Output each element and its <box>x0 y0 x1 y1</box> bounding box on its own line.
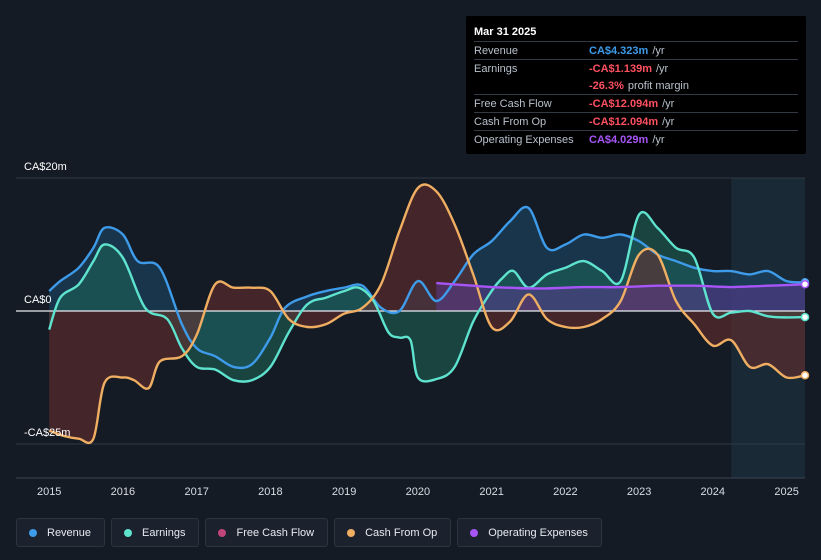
tooltip-label: Earnings <box>474 62 518 75</box>
cash-from-op-area <box>49 184 805 443</box>
x-tick-label: 2023 <box>627 486 651 498</box>
tooltip-value: -CA$12.094m <box>589 97 659 110</box>
x-tick-label: 2020 <box>406 486 430 498</box>
tooltip-row-operating-expenses: Operating Expenses CA$4.029m /yr <box>474 130 798 148</box>
tooltip-row-earnings: Earnings -CA$1.139m /yr <box>474 59 798 77</box>
tooltip-row-free-cash-flow: Free Cash Flow -CA$12.094m /yr <box>474 94 798 112</box>
tooltip-unit: profit margin <box>627 79 689 92</box>
tooltip-value: -26.3% <box>589 79 624 92</box>
x-tick-label: 2017 <box>184 486 208 498</box>
cash-from-op-endpoint <box>800 371 810 380</box>
legend-label: Earnings <box>142 526 186 539</box>
tooltip-label: Revenue <box>474 44 519 57</box>
x-tick-label: 2021 <box>479 486 503 498</box>
legend-item-free-cash-flow[interactable]: Free Cash Flow <box>205 518 329 547</box>
x-tick-label: 2019 <box>332 486 356 498</box>
x-tick-label: 2016 <box>111 486 135 498</box>
tooltip-value: -CA$1.139m <box>589 62 652 75</box>
chart-canvas: CA$20m CA$0 -CA$25m 2015 2016 2017 2018 2019 20… <box>16 161 810 498</box>
legend-dot-icon <box>124 528 133 537</box>
tooltip-value: CA$4.029m <box>589 133 649 146</box>
tooltip-row-cash-from-op: Cash From Op -CA$12.094m /yr <box>474 112 798 130</box>
tooltip-label: Free Cash Flow <box>474 97 552 110</box>
legend-dot-icon <box>470 528 479 537</box>
legend-label: Free Cash Flow <box>236 526 315 539</box>
earnings-endpoint <box>800 312 810 322</box>
legend-item-cash-from-op[interactable]: Cash From Op <box>334 518 452 547</box>
earnings-area <box>49 212 805 382</box>
operating-expenses-endpoint <box>800 279 810 289</box>
tooltip-unit: /yr <box>662 115 675 128</box>
operating-expenses-area <box>436 283 805 311</box>
legend-dot-icon <box>347 528 356 537</box>
earnings-line <box>48 210 806 383</box>
y-tick-label: CA$20m <box>24 161 67 173</box>
tooltip-unit: /yr <box>652 133 665 146</box>
legend-dot-icon <box>218 528 227 537</box>
tooltip-unit: /yr <box>655 62 669 75</box>
legend-dot-icon <box>29 528 37 537</box>
x-tick-label: 2022 <box>553 486 577 498</box>
revenue-line <box>48 205 806 370</box>
operating-expenses-line <box>436 281 806 290</box>
legend-item-earnings[interactable]: Earnings <box>111 518 200 547</box>
y-tick-label: CA$0 <box>24 294 52 306</box>
tooltip-row-revenue: Revenue CA$4.323m /yr <box>474 41 798 59</box>
x-tick-label: 2024 <box>701 486 725 498</box>
tooltip-panel: Mar 31 2025 Revenue CA$4.323m /yr Earnin… <box>466 16 806 154</box>
tooltip-label: Operating Expenses <box>474 133 574 146</box>
legend-label: Operating Expenses <box>488 526 588 539</box>
x-tick-label: 2015 <box>37 486 61 498</box>
legend-label: Cash From Op <box>365 526 438 539</box>
tooltip-unit: /yr <box>662 97 675 110</box>
x-tick-label: 2025 <box>774 486 798 498</box>
legend-item-revenue[interactable]: Revenue <box>16 518 106 547</box>
legend-label: Revenue <box>47 526 92 539</box>
y-tick-label: -CA$25m <box>24 427 70 439</box>
legend-item-operating-expenses[interactable]: Operating Expenses <box>457 518 602 547</box>
tooltip-date: Mar 31 2025 <box>474 26 537 38</box>
x-tick-label: 2018 <box>258 486 282 498</box>
tooltip-label: Cash From Op <box>474 115 547 128</box>
tooltip-unit: /yr <box>652 44 665 57</box>
legend: Revenue Earnings Free Cash Flow Cash Fro… <box>16 518 602 547</box>
cash-from-op-line <box>48 183 806 445</box>
tooltip-row-profit-margin: -26.3% profit margin <box>474 77 798 94</box>
tooltip-value: CA$4.323m <box>589 44 649 57</box>
tooltip-value: -CA$12.094m <box>589 115 659 128</box>
